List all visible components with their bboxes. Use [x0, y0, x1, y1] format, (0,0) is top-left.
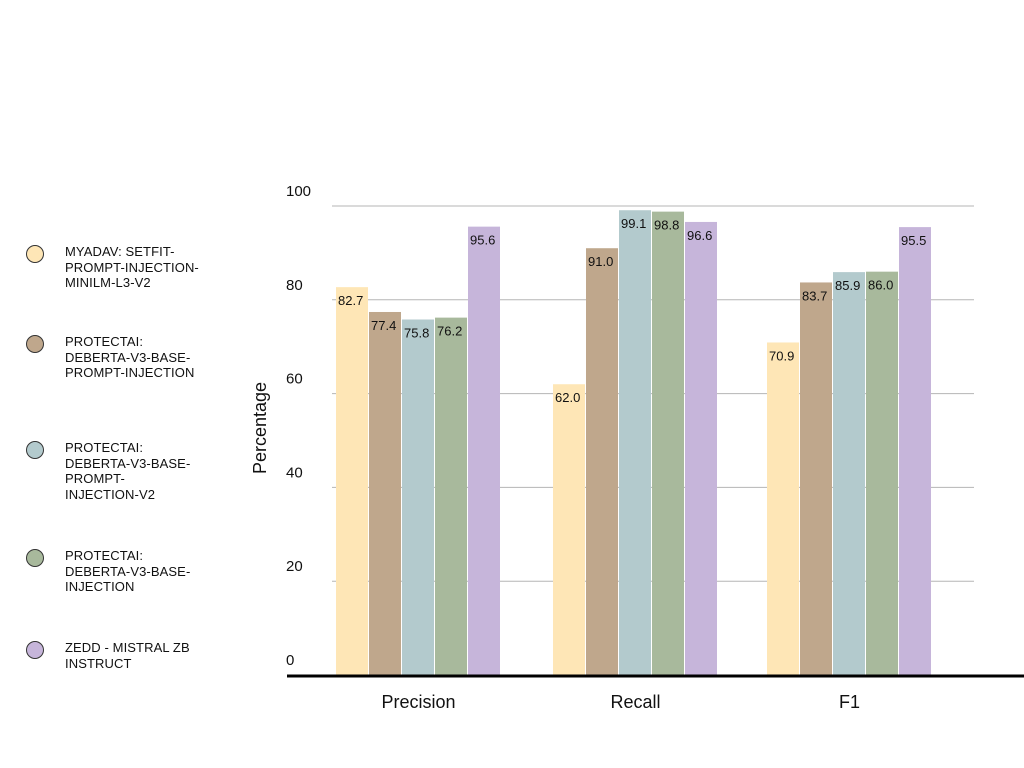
data-label-precision-series-3: 75.8 — [404, 325, 429, 340]
bar-recall-series-4 — [652, 211, 684, 676]
data-label-precision-series-2: 77.4 — [371, 318, 396, 333]
x-tick-label-recall: Recall — [610, 692, 660, 712]
x-axis-category-labels: Precision Recall F1 — [381, 692, 860, 712]
data-label-precision-series-4: 76.2 — [437, 324, 462, 339]
bar-f1-series-2 — [800, 282, 832, 675]
data-label-precision-series-5: 95.6 — [470, 233, 495, 248]
bars — [336, 210, 931, 676]
legend-item-2: PROTECTAI: DEBERTA-V3-BASE- PROMPT-INJEC… — [24, 334, 259, 414]
bar-recall-series-5 — [685, 221, 717, 676]
bar-precision-series-5 — [468, 226, 500, 676]
data-label-recall-series-5: 96.6 — [687, 228, 712, 243]
data-label-recall-series-1: 62.0 — [555, 390, 580, 405]
y-axis-tick-labels: 0 20 40 60 80 100 — [286, 183, 311, 669]
data-label-recall-series-3: 99.1 — [621, 216, 646, 231]
legend-item-3: PROTECTAI: DEBERTA-V3-BASE- PROMPT- INJE… — [24, 440, 259, 520]
legend-label-4: PROTECTAI: DEBERTA-V3-BASE- INJECTION — [65, 548, 191, 594]
y-tick-label-100: 100 — [286, 183, 311, 200]
data-label-precision-series-1: 82.7 — [338, 293, 363, 308]
y-tick-label-80: 80 — [286, 277, 303, 294]
bar-precision-series-4 — [435, 317, 467, 675]
y-axis-title: Percentage — [250, 382, 270, 474]
legend-item-1: MYADAV: SETFIT- PROMPT-INJECTION- MINILM… — [24, 244, 259, 324]
data-label-f1-series-2: 83.7 — [802, 288, 827, 303]
legend-label-2: PROTECTAI: DEBERTA-V3-BASE- PROMPT-INJEC… — [65, 334, 195, 380]
bar-recall-series-3 — [619, 210, 651, 675]
legend-swatch-5 — [26, 641, 44, 659]
bar-f1-series-1 — [767, 342, 799, 675]
legend-label-3: PROTECTAI: DEBERTA-V3-BASE- PROMPT- INJE… — [65, 440, 191, 502]
bar-f1-series-3 — [833, 272, 865, 675]
legend-item-5: ZEDD - MISTRAL ZB INSTRUCT — [24, 640, 259, 720]
legend-swatch-2 — [26, 335, 44, 353]
legend-swatch-4 — [26, 549, 44, 567]
y-tick-label-0: 0 — [286, 652, 294, 669]
y-tick-label-60: 60 — [286, 371, 303, 388]
legend-label-1: MYADAV: SETFIT- PROMPT-INJECTION- MINILM… — [65, 244, 199, 290]
legend-swatch-1 — [26, 245, 44, 263]
data-label-f1-series-5: 95.5 — [901, 233, 926, 248]
data-label-f1-series-4: 86.0 — [868, 278, 893, 293]
legend-label-5: ZEDD - MISTRAL ZB INSTRUCT — [65, 640, 190, 671]
data-label-recall-series-2: 91.0 — [588, 254, 613, 269]
y-tick-label-40: 40 — [286, 464, 303, 481]
data-label-f1-series-3: 85.9 — [835, 278, 860, 293]
bar-precision-series-2 — [369, 311, 401, 675]
bar-precision-series-3 — [402, 319, 434, 675]
y-tick-label-20: 20 — [286, 558, 303, 575]
x-tick-label-f1: F1 — [839, 692, 860, 712]
legend-item-4: PROTECTAI: DEBERTA-V3-BASE- INJECTION — [24, 548, 259, 628]
data-label-recall-series-4: 98.8 — [654, 218, 679, 233]
bar-precision-series-1 — [336, 287, 368, 675]
bar-f1-series-4 — [866, 271, 898, 675]
bar-f1-series-5 — [899, 227, 931, 676]
x-tick-label-precision: Precision — [381, 692, 455, 712]
legend-swatch-3 — [26, 441, 44, 459]
bar-recall-series-2 — [586, 248, 618, 675]
bar-recall-series-1 — [553, 384, 585, 675]
data-labels: 82.7 77.4 75.8 76.2 95.6 62.0 91.0 99.1 98.8 96.6… — [338, 216, 926, 405]
data-label-f1-series-1: 70.9 — [769, 348, 794, 363]
